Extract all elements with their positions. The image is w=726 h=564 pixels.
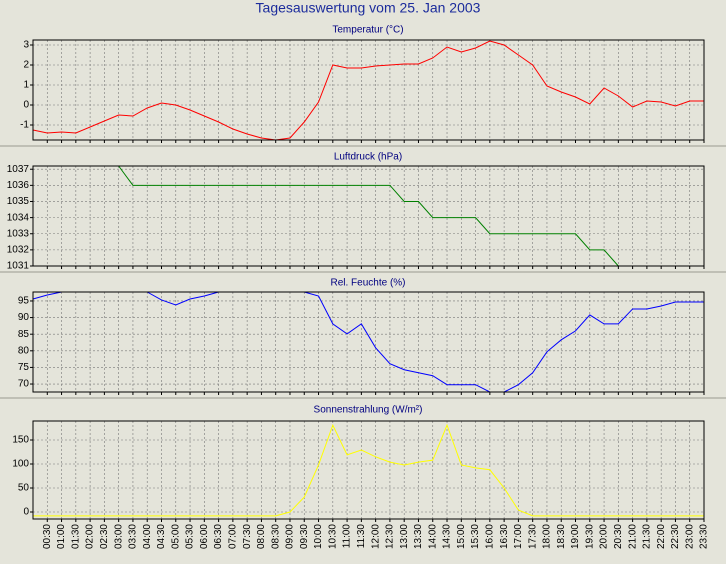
x-tick-label: 13:00 — [399, 524, 410, 549]
y-tick-label: 80 — [18, 345, 30, 356]
x-tick-label: 07:00 — [228, 524, 239, 549]
x-tick-label: 14:00 — [427, 524, 438, 549]
y-tick-label: -1 — [20, 120, 29, 131]
x-tick-label: 05:00 — [170, 524, 181, 549]
data-line — [32, 291, 62, 300]
x-tick-label: 06:00 — [199, 524, 210, 549]
x-tick-label: 06:30 — [213, 524, 224, 549]
x-tick-label: 04:00 — [142, 524, 153, 549]
x-tick-label: 03:00 — [113, 524, 124, 549]
y-tick-label: 75 — [18, 362, 30, 373]
y-tick-label: 1033 — [7, 228, 30, 239]
plot-area — [33, 421, 704, 519]
data-line — [118, 165, 619, 267]
x-tick-label: 17:30 — [527, 524, 538, 549]
plot-area — [33, 292, 704, 392]
x-tick-label: 03:30 — [128, 524, 139, 549]
y-tick-label: 1035 — [7, 196, 30, 207]
plot-area — [33, 166, 704, 266]
y-tick-label: 100 — [12, 459, 29, 470]
x-tick-label: 16:30 — [499, 524, 510, 549]
y-tick-label: 1037 — [7, 164, 30, 175]
x-tick-label: 18:00 — [542, 524, 553, 549]
panel-title: Luftdruck (hPa) — [334, 152, 402, 163]
x-tick-label: 20:00 — [599, 524, 610, 549]
y-tick-label: 50 — [18, 483, 30, 494]
x-tick-label: 01:00 — [56, 524, 67, 549]
x-tick-label: 22:30 — [670, 524, 681, 549]
y-tick-label: 85 — [18, 329, 30, 340]
plot-frame — [32, 39, 705, 141]
y-tick-label: 3 — [23, 40, 29, 51]
x-tick-label: 11:00 — [342, 524, 353, 549]
x-tick-label: 02:30 — [99, 524, 110, 549]
x-tick-label: 21:30 — [642, 524, 653, 549]
plot-area — [33, 40, 704, 140]
plot-frame — [32, 291, 705, 393]
x-tick-label: 12:30 — [385, 524, 396, 549]
x-tick-label: 07:30 — [242, 524, 253, 549]
y-tick-label: 1031 — [7, 261, 30, 272]
x-tick-label: 17:00 — [513, 524, 524, 549]
x-tick-label: 09:00 — [285, 524, 296, 549]
data-line — [146, 291, 219, 306]
x-tick-label: 09:30 — [299, 524, 310, 549]
x-tick-label: 10:30 — [327, 524, 338, 549]
y-tick-label: 0 — [23, 100, 29, 111]
x-tick-label: 16:00 — [484, 524, 495, 549]
y-tick-label: 1036 — [7, 180, 30, 191]
x-tick-label: 14:30 — [442, 524, 453, 549]
page-title: Tagesauswertung vom 25. Jan 2003 — [256, 0, 481, 16]
x-tick-label: 05:30 — [185, 524, 196, 549]
x-tick-label: 23:30 — [699, 524, 710, 549]
x-tick-label: 13:30 — [413, 524, 424, 549]
x-tick-label: 21:00 — [627, 524, 638, 549]
x-tick-label: 19:00 — [570, 524, 581, 549]
x-tick-label: 18:30 — [556, 524, 567, 549]
x-tick-label: 08:30 — [270, 524, 281, 549]
x-tick-label: 08:00 — [256, 524, 267, 549]
panel-title: Sonnenstrahlung (W/m²) — [314, 405, 423, 416]
x-tick-label: 11:30 — [356, 524, 367, 549]
y-tick-label: 95 — [18, 296, 30, 307]
y-tick-label: 0 — [23, 507, 29, 518]
x-tick-label: 10:00 — [313, 524, 324, 549]
y-tick-label: 70 — [18, 379, 30, 390]
data-line — [33, 423, 704, 517]
x-tick-label: 04:30 — [156, 524, 167, 549]
y-tick-label: 1 — [23, 80, 29, 91]
x-tick-label: 22:00 — [656, 524, 667, 549]
plot-frame — [32, 420, 705, 520]
plot-frame — [32, 165, 705, 267]
x-tick-label: 15:30 — [470, 524, 481, 549]
panel-title: Temperatur (°C) — [332, 25, 403, 36]
x-tick-label: 02:00 — [85, 524, 96, 549]
y-tick-label: 1034 — [7, 212, 30, 223]
x-tick-label: 23:00 — [684, 524, 695, 549]
y-tick-label: 2 — [23, 60, 29, 71]
y-tick-label: 90 — [18, 312, 30, 323]
data-line — [32, 40, 704, 141]
y-tick-label: 150 — [12, 435, 29, 446]
x-tick-label: 01:30 — [70, 524, 81, 549]
x-tick-label: 15:00 — [456, 524, 467, 549]
x-tick-label: 12:00 — [370, 524, 381, 549]
x-tick-label: 19:30 — [584, 524, 595, 549]
x-tick-label: 00:30 — [42, 524, 53, 549]
panel-title: Rel. Feuchte (%) — [330, 278, 405, 289]
x-tick-label: 20:30 — [613, 524, 624, 549]
y-tick-label: 1032 — [7, 245, 30, 256]
